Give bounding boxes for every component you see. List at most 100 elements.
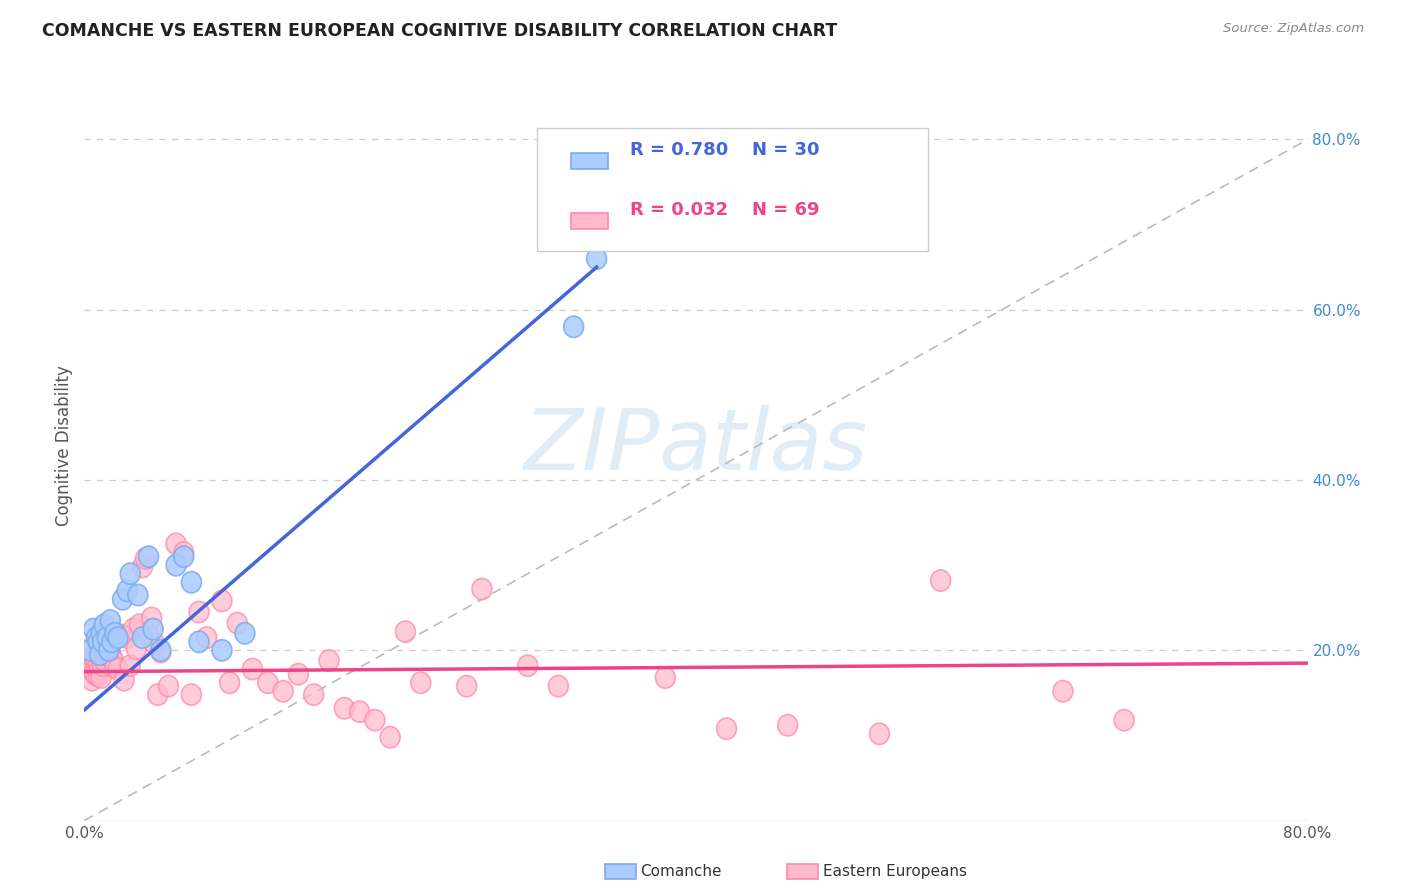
FancyBboxPatch shape [537, 128, 928, 252]
Ellipse shape [89, 652, 108, 673]
Ellipse shape [457, 675, 477, 697]
Ellipse shape [228, 613, 247, 633]
Ellipse shape [586, 248, 606, 269]
Ellipse shape [717, 718, 737, 739]
Text: R = 0.032: R = 0.032 [630, 201, 728, 219]
Ellipse shape [132, 557, 152, 577]
Text: R = 0.780: R = 0.780 [630, 141, 728, 159]
Ellipse shape [472, 578, 492, 599]
Ellipse shape [219, 672, 239, 693]
Text: N = 30: N = 30 [752, 141, 820, 159]
Ellipse shape [105, 623, 125, 644]
Ellipse shape [93, 632, 112, 652]
Ellipse shape [91, 623, 111, 644]
Ellipse shape [655, 667, 675, 689]
Ellipse shape [83, 661, 104, 682]
Ellipse shape [132, 627, 152, 648]
Ellipse shape [117, 627, 138, 648]
Ellipse shape [90, 644, 110, 665]
Ellipse shape [548, 675, 568, 697]
Ellipse shape [127, 638, 146, 659]
Ellipse shape [100, 641, 121, 663]
Ellipse shape [79, 652, 98, 673]
Ellipse shape [86, 650, 105, 671]
Ellipse shape [117, 580, 138, 601]
Ellipse shape [105, 657, 125, 678]
Text: ZIPatlas: ZIPatlas [524, 404, 868, 488]
Ellipse shape [257, 672, 278, 693]
Ellipse shape [395, 621, 415, 642]
Ellipse shape [212, 591, 232, 612]
Ellipse shape [124, 618, 143, 640]
Ellipse shape [145, 633, 165, 654]
Ellipse shape [517, 655, 537, 676]
Ellipse shape [129, 615, 149, 635]
Ellipse shape [108, 627, 128, 648]
Ellipse shape [104, 650, 124, 671]
Ellipse shape [139, 624, 159, 646]
FancyBboxPatch shape [571, 153, 607, 169]
Ellipse shape [174, 541, 194, 563]
Ellipse shape [82, 670, 103, 690]
Ellipse shape [235, 623, 254, 644]
Ellipse shape [319, 650, 339, 671]
Ellipse shape [181, 572, 201, 593]
Ellipse shape [304, 684, 323, 706]
Ellipse shape [87, 657, 107, 678]
Ellipse shape [96, 644, 115, 665]
Ellipse shape [166, 555, 186, 576]
Ellipse shape [243, 658, 263, 680]
Ellipse shape [98, 627, 118, 648]
Ellipse shape [181, 684, 201, 706]
Ellipse shape [366, 709, 385, 731]
Ellipse shape [335, 698, 354, 719]
Ellipse shape [121, 563, 141, 584]
Ellipse shape [564, 316, 583, 337]
Ellipse shape [94, 615, 114, 635]
Ellipse shape [128, 584, 148, 606]
Ellipse shape [89, 632, 108, 652]
Ellipse shape [83, 618, 104, 640]
Ellipse shape [97, 627, 117, 648]
Ellipse shape [97, 638, 117, 659]
Ellipse shape [380, 727, 401, 747]
Text: N = 69: N = 69 [752, 201, 820, 219]
Ellipse shape [103, 632, 122, 652]
Ellipse shape [83, 647, 104, 668]
Ellipse shape [197, 627, 217, 648]
Ellipse shape [142, 607, 162, 629]
Ellipse shape [273, 681, 292, 702]
Ellipse shape [80, 658, 100, 680]
Ellipse shape [100, 610, 121, 632]
Ellipse shape [778, 714, 797, 736]
Ellipse shape [174, 546, 194, 567]
Ellipse shape [148, 684, 167, 706]
Ellipse shape [1053, 681, 1073, 702]
Ellipse shape [91, 667, 111, 689]
Ellipse shape [350, 701, 370, 723]
Ellipse shape [135, 548, 156, 569]
Ellipse shape [94, 650, 114, 671]
Ellipse shape [288, 664, 308, 685]
Ellipse shape [93, 655, 112, 676]
FancyBboxPatch shape [571, 213, 607, 228]
Ellipse shape [931, 570, 950, 591]
Ellipse shape [111, 624, 131, 646]
Ellipse shape [98, 640, 118, 661]
Text: Source: ZipAtlas.com: Source: ZipAtlas.com [1223, 22, 1364, 36]
Ellipse shape [121, 655, 141, 676]
Ellipse shape [188, 601, 209, 623]
Ellipse shape [212, 640, 232, 661]
Ellipse shape [188, 632, 209, 652]
Ellipse shape [80, 640, 100, 661]
Ellipse shape [87, 627, 107, 648]
Ellipse shape [108, 658, 128, 680]
Text: COMANCHE VS EASTERN EUROPEAN COGNITIVE DISABILITY CORRELATION CHART: COMANCHE VS EASTERN EUROPEAN COGNITIVE D… [42, 22, 838, 40]
Ellipse shape [143, 618, 163, 640]
Ellipse shape [1114, 709, 1135, 731]
Ellipse shape [89, 665, 108, 687]
Ellipse shape [166, 533, 186, 555]
Ellipse shape [77, 640, 97, 661]
Ellipse shape [150, 641, 170, 663]
Text: Comanche: Comanche [640, 864, 721, 879]
